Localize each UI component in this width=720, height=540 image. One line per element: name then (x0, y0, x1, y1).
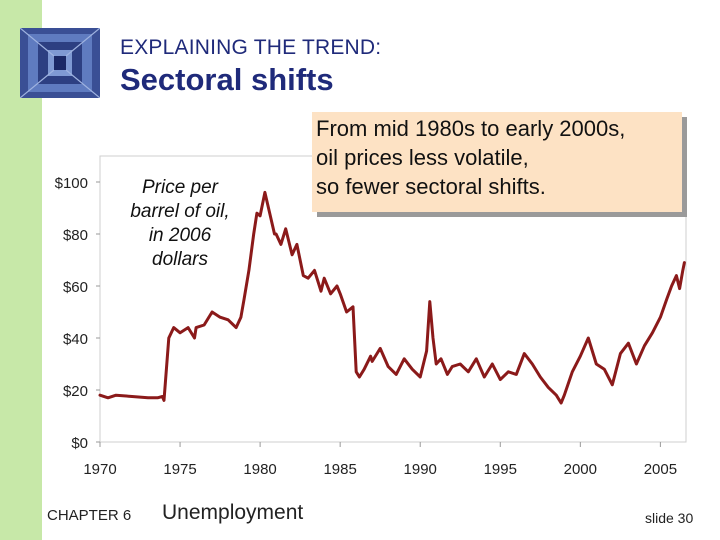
chart-annotation-line: Price per (141, 177, 219, 198)
callout-line: oil prices less volatile, (316, 145, 529, 170)
x-tick-label: 1975 (163, 461, 196, 478)
footer-chapter: CHAPTER 6 (47, 507, 132, 524)
x-tick-label: 1990 (404, 461, 437, 478)
y-tick-label: $80 (63, 227, 88, 244)
chart-annotation-line: dollars (152, 249, 208, 270)
callout-box (312, 112, 682, 212)
x-tick-label: 2005 (644, 461, 677, 478)
chart-annotation-line: in 2006 (148, 225, 212, 246)
section-subtitle: EXPLAINING THE TREND: (120, 36, 382, 59)
oil-price-series-line (98, 190, 686, 405)
footer-topic: Unemployment (162, 501, 304, 524)
callout-line: From mid 1980s to early 2000s, (316, 116, 626, 141)
page-title: Sectoral shifts (120, 62, 334, 97)
y-tick-label: $100 (55, 175, 88, 192)
y-tick-label: $60 (63, 279, 88, 296)
x-tick-label: 1970 (83, 461, 116, 478)
y-tick-label: $0 (71, 435, 88, 452)
x-tick-label: 1980 (243, 461, 276, 478)
chart-annotation-line: barrel of oil, (130, 201, 230, 222)
callout-line: so fewer sectoral shifts. (316, 174, 546, 199)
slide-number: slide 30 (645, 510, 694, 526)
y-tick-label: $20 (63, 383, 88, 400)
x-tick-label: 2000 (564, 461, 597, 478)
x-tick-label: 1995 (484, 461, 517, 478)
chapter-logo-icon (20, 28, 100, 98)
x-tick-label: 1985 (323, 461, 356, 478)
y-tick-label: $40 (63, 331, 88, 348)
chart-annotation: Price per barrel of oil, in 2006 dollars (110, 176, 250, 272)
